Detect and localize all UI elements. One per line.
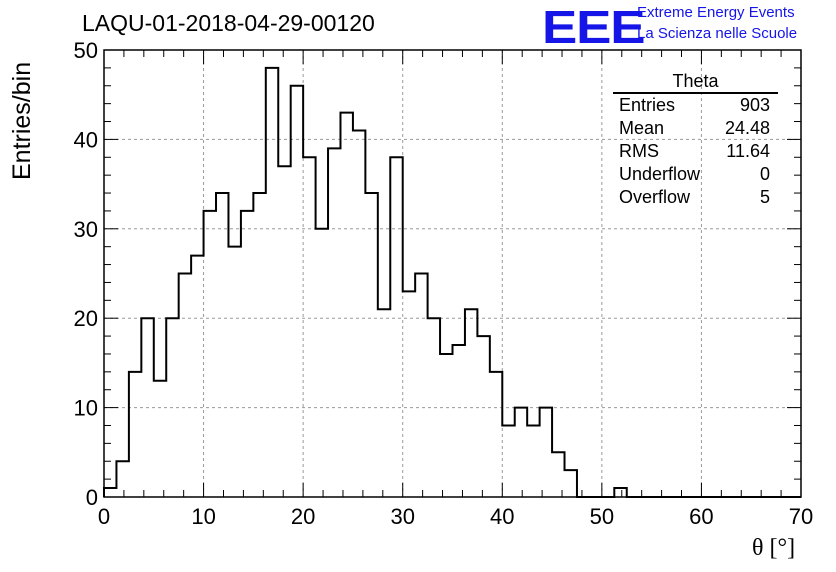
- stats-box: Theta Entries 903 Mean 24.48 RMS 11.64 U…: [613, 72, 778, 209]
- logo-line-1: Extreme Energy Events: [637, 4, 795, 21]
- stats-label: Mean: [619, 118, 665, 138]
- stats-value: 903: [739, 95, 770, 115]
- stats-value: 24.48: [724, 118, 770, 138]
- stats-value: 11.64: [726, 141, 770, 161]
- histogram-series: [103, 66, 801, 498]
- y-tick-label: 40: [74, 127, 98, 152]
- y-tick-label: 10: [74, 396, 98, 421]
- x-tick-label: 10: [191, 504, 215, 529]
- logo-line-2: La Scienza nelle Scuole: [637, 25, 798, 42]
- stats-label: RMS: [619, 141, 659, 161]
- stats-row-underflow: Underflow 0: [613, 163, 778, 186]
- stats-label: Entries: [619, 95, 676, 115]
- eee-logo: EEE: [542, 1, 646, 53]
- x-tick-label: 70: [789, 504, 813, 529]
- x-tick-label: 50: [590, 504, 614, 529]
- stats-row-overflow: Overflow 5: [613, 186, 778, 209]
- stats-row-rms: RMS 11.64: [613, 140, 778, 163]
- x-tick-label: 60: [689, 504, 713, 529]
- plot-frame: [103, 49, 802, 498]
- stats-label: Underflow: [619, 164, 701, 184]
- stats-row-mean: Mean 24.48: [613, 117, 778, 140]
- y-tick-label: 0: [86, 485, 98, 510]
- stats-row-entries: Entries 903: [613, 94, 778, 117]
- x-axis-label: θ [°]: [752, 535, 796, 561]
- x-tick-label: 40: [490, 504, 514, 529]
- x-tick-label: 0: [98, 504, 110, 529]
- y-tick-label: 30: [74, 217, 98, 242]
- y-tick-label: 50: [74, 38, 98, 63]
- chart-title: LAQU-01-2018-04-29-00120: [82, 10, 375, 36]
- y-axis-label: Entries/bin: [8, 61, 36, 180]
- y-tick-label: 20: [74, 306, 98, 331]
- stats-value: 5: [759, 187, 770, 207]
- x-tick-label: 30: [390, 504, 414, 529]
- stats-value: 0: [759, 164, 770, 184]
- x-tick-label: 20: [291, 504, 315, 529]
- stats-label: Overflow: [619, 187, 691, 207]
- stats-title: Theta: [613, 72, 778, 94]
